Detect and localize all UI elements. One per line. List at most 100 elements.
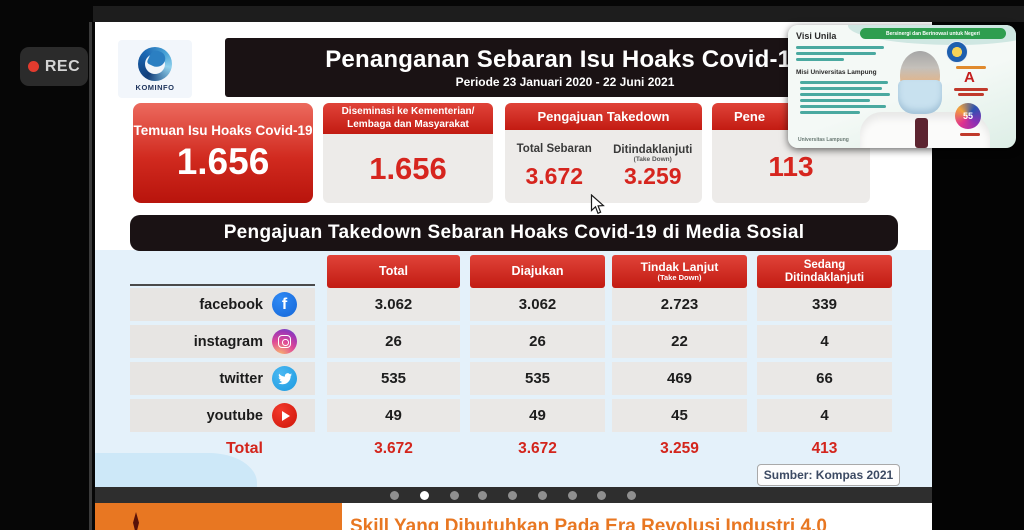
- slide-title: Penanganan Sebaran Isu Hoaks Covid-19: [325, 46, 805, 73]
- takedown-ditindaklanjuti-note: (Take Down): [633, 155, 672, 163]
- face-mask: [898, 80, 942, 114]
- pager-dot[interactable]: [390, 490, 399, 500]
- stat-takedown-label: Pengajuan Takedown: [505, 103, 702, 130]
- takedown-ditindaklanjuti-label: Ditindaklanjuti: [613, 143, 693, 156]
- background-banner-text: Bersinergi dan Berinovasi untuk Negeri: [886, 30, 980, 37]
- pager-dot[interactable]: [508, 490, 517, 500]
- platform-name: instagram: [193, 333, 263, 350]
- misi-text-line: [800, 111, 860, 114]
- cell-total-sedang: 413: [811, 440, 838, 457]
- cell-facebook-sedang: 339: [757, 288, 892, 321]
- next-slide-white-block: [342, 503, 932, 530]
- column-header-total-label: Total: [379, 263, 408, 278]
- table-row-facebook: facebook f: [130, 288, 315, 321]
- column-header-sedang-label2: Ditindaklanjuti: [784, 271, 865, 284]
- speaker-video-tile[interactable]: Bersinergi dan Berinovasi untuk Negeri V…: [788, 25, 1016, 148]
- stat-diseminasi-label-line2: Lembaga dan Masyarakat: [347, 118, 469, 130]
- cell-youtube-tindaklanjut: 45: [612, 399, 747, 432]
- kominfo-logo-label: KOMINFO: [135, 82, 175, 92]
- stat-diseminasi-box: Diseminasi ke Kementerian/ Lembaga dan M…: [323, 103, 493, 203]
- pager-dot[interactable]: [538, 490, 547, 500]
- cell-youtube-diajukan: 49: [470, 399, 605, 432]
- visi-text-line: [796, 52, 876, 55]
- source-citation-label: Sumber: Kompas 2021: [763, 468, 894, 482]
- kominfo-swirl-icon: [138, 46, 172, 81]
- recording-label: REC: [44, 57, 81, 75]
- misi-title: Misi Universitas Lampung: [796, 69, 877, 76]
- anniversary-logo: 55: [955, 103, 981, 129]
- pager-dot[interactable]: [478, 490, 487, 500]
- speaker-tie: [915, 118, 928, 148]
- emblem-icon: [126, 512, 146, 530]
- pager-dot[interactable]: [597, 490, 606, 500]
- decorative-blue-shape: [95, 453, 257, 487]
- cell-youtube-sedang: 4: [757, 399, 892, 432]
- cell-twitter-sedang: 66: [757, 362, 892, 395]
- visi-text-line: [796, 58, 844, 61]
- pager-dot[interactable]: [568, 490, 577, 500]
- misi-text-line: [800, 81, 888, 84]
- table-title-bar: Pengajuan Takedown Sebaran Hoaks Covid-1…: [130, 215, 898, 251]
- stat-diseminasi-label-line1: Diseminasi ke Kementerian/: [341, 106, 475, 117]
- accreditation-grade: A: [964, 69, 975, 86]
- table-row-total: Total: [130, 437, 315, 461]
- cell-twitter-total: 535: [327, 362, 460, 395]
- takedown-ditindaklanjuti-value: 3.259: [623, 162, 682, 189]
- window-top-strip: [93, 6, 1024, 22]
- accreditation-text-line: [954, 88, 988, 91]
- column-header-sedang-label: Sedang: [803, 259, 846, 272]
- instagram-icon: [272, 329, 297, 354]
- stat-temuan-value: 1.656: [176, 141, 270, 183]
- visi-title: Visi Unila: [796, 31, 837, 41]
- cell-facebook-tindaklanjut: 2.723: [612, 288, 747, 321]
- cell-youtube-total: 49: [327, 399, 460, 432]
- facebook-icon: f: [272, 292, 297, 317]
- background-banner: Bersinergi dan Berinovasi untuk Negeri: [860, 28, 1006, 39]
- misi-text-line: [800, 93, 890, 96]
- slide-pagination-bar: [95, 487, 932, 503]
- misi-text-line: [800, 87, 882, 90]
- table-row-twitter: twitter: [130, 362, 315, 395]
- anniversary-number: 55: [962, 111, 973, 121]
- sidebar-divider: [89, 22, 92, 530]
- cell-instagram-sedang: 4: [757, 325, 892, 358]
- column-header-sedang: Sedang Ditindaklanjuti: [757, 255, 892, 288]
- misi-text-line: [800, 99, 870, 102]
- platform-name: facebook: [199, 296, 263, 313]
- label-column-underline: [130, 284, 315, 286]
- source-citation: Sumber: Kompas 2021: [757, 464, 900, 486]
- twitter-icon: [272, 366, 297, 391]
- pager-dot[interactable]: [450, 490, 459, 500]
- table-row-instagram: instagram: [130, 325, 315, 358]
- pager-dot-active[interactable]: [420, 490, 429, 500]
- accreditation-caption-line: [956, 66, 986, 69]
- cell-instagram-total: 26: [327, 325, 460, 358]
- mouse-cursor: [590, 193, 605, 220]
- stat-diseminasi-value: 1.656: [369, 150, 447, 186]
- slide-subtitle: Periode 23 Januari 2020 - 22 Juni 2021: [455, 75, 675, 89]
- platform-name: twitter: [219, 370, 264, 387]
- takedown-total-sebaran-label: Total Sebaran: [516, 143, 592, 155]
- stat-penegakan-value: 113: [768, 150, 814, 182]
- logo-caption-line: [960, 133, 980, 136]
- cell-total-tindaklanjut: 3.259: [660, 440, 699, 457]
- university-logo: [946, 41, 968, 63]
- column-header-diajukan: Diajukan: [470, 255, 605, 288]
- platform-name: youtube: [206, 407, 263, 424]
- cell-instagram-tindaklanjut: 22: [612, 325, 747, 358]
- recording-dot-icon: [27, 61, 39, 72]
- stat-temuan-label: Temuan Isu Hoaks Covid-19: [133, 122, 313, 138]
- stat-takedown-box: Pengajuan Takedown Total Sebaran 3.672 D…: [505, 103, 702, 203]
- cell-total-diajukan: 3.672: [518, 440, 557, 457]
- column-header-tindak-lanjut-label: Tindak Lanjut: [640, 260, 719, 275]
- cell-facebook-diajukan: 3.062: [470, 288, 605, 321]
- next-slide-heading: Skill Yang Dibutuhkan Pada Era Revolusi …: [350, 516, 827, 530]
- table-row-youtube: youtube: [130, 399, 315, 432]
- pager-dot[interactable]: [627, 490, 636, 500]
- accreditation-text-line: [958, 93, 984, 96]
- column-header-tindak-lanjut-note: (Take Down): [657, 272, 702, 282]
- total-row-label: Total: [225, 440, 263, 457]
- takedown-total-sebaran-value: 3.672: [525, 163, 584, 189]
- table-title: Pengajuan Takedown Sebaran Hoaks Covid-1…: [223, 222, 805, 243]
